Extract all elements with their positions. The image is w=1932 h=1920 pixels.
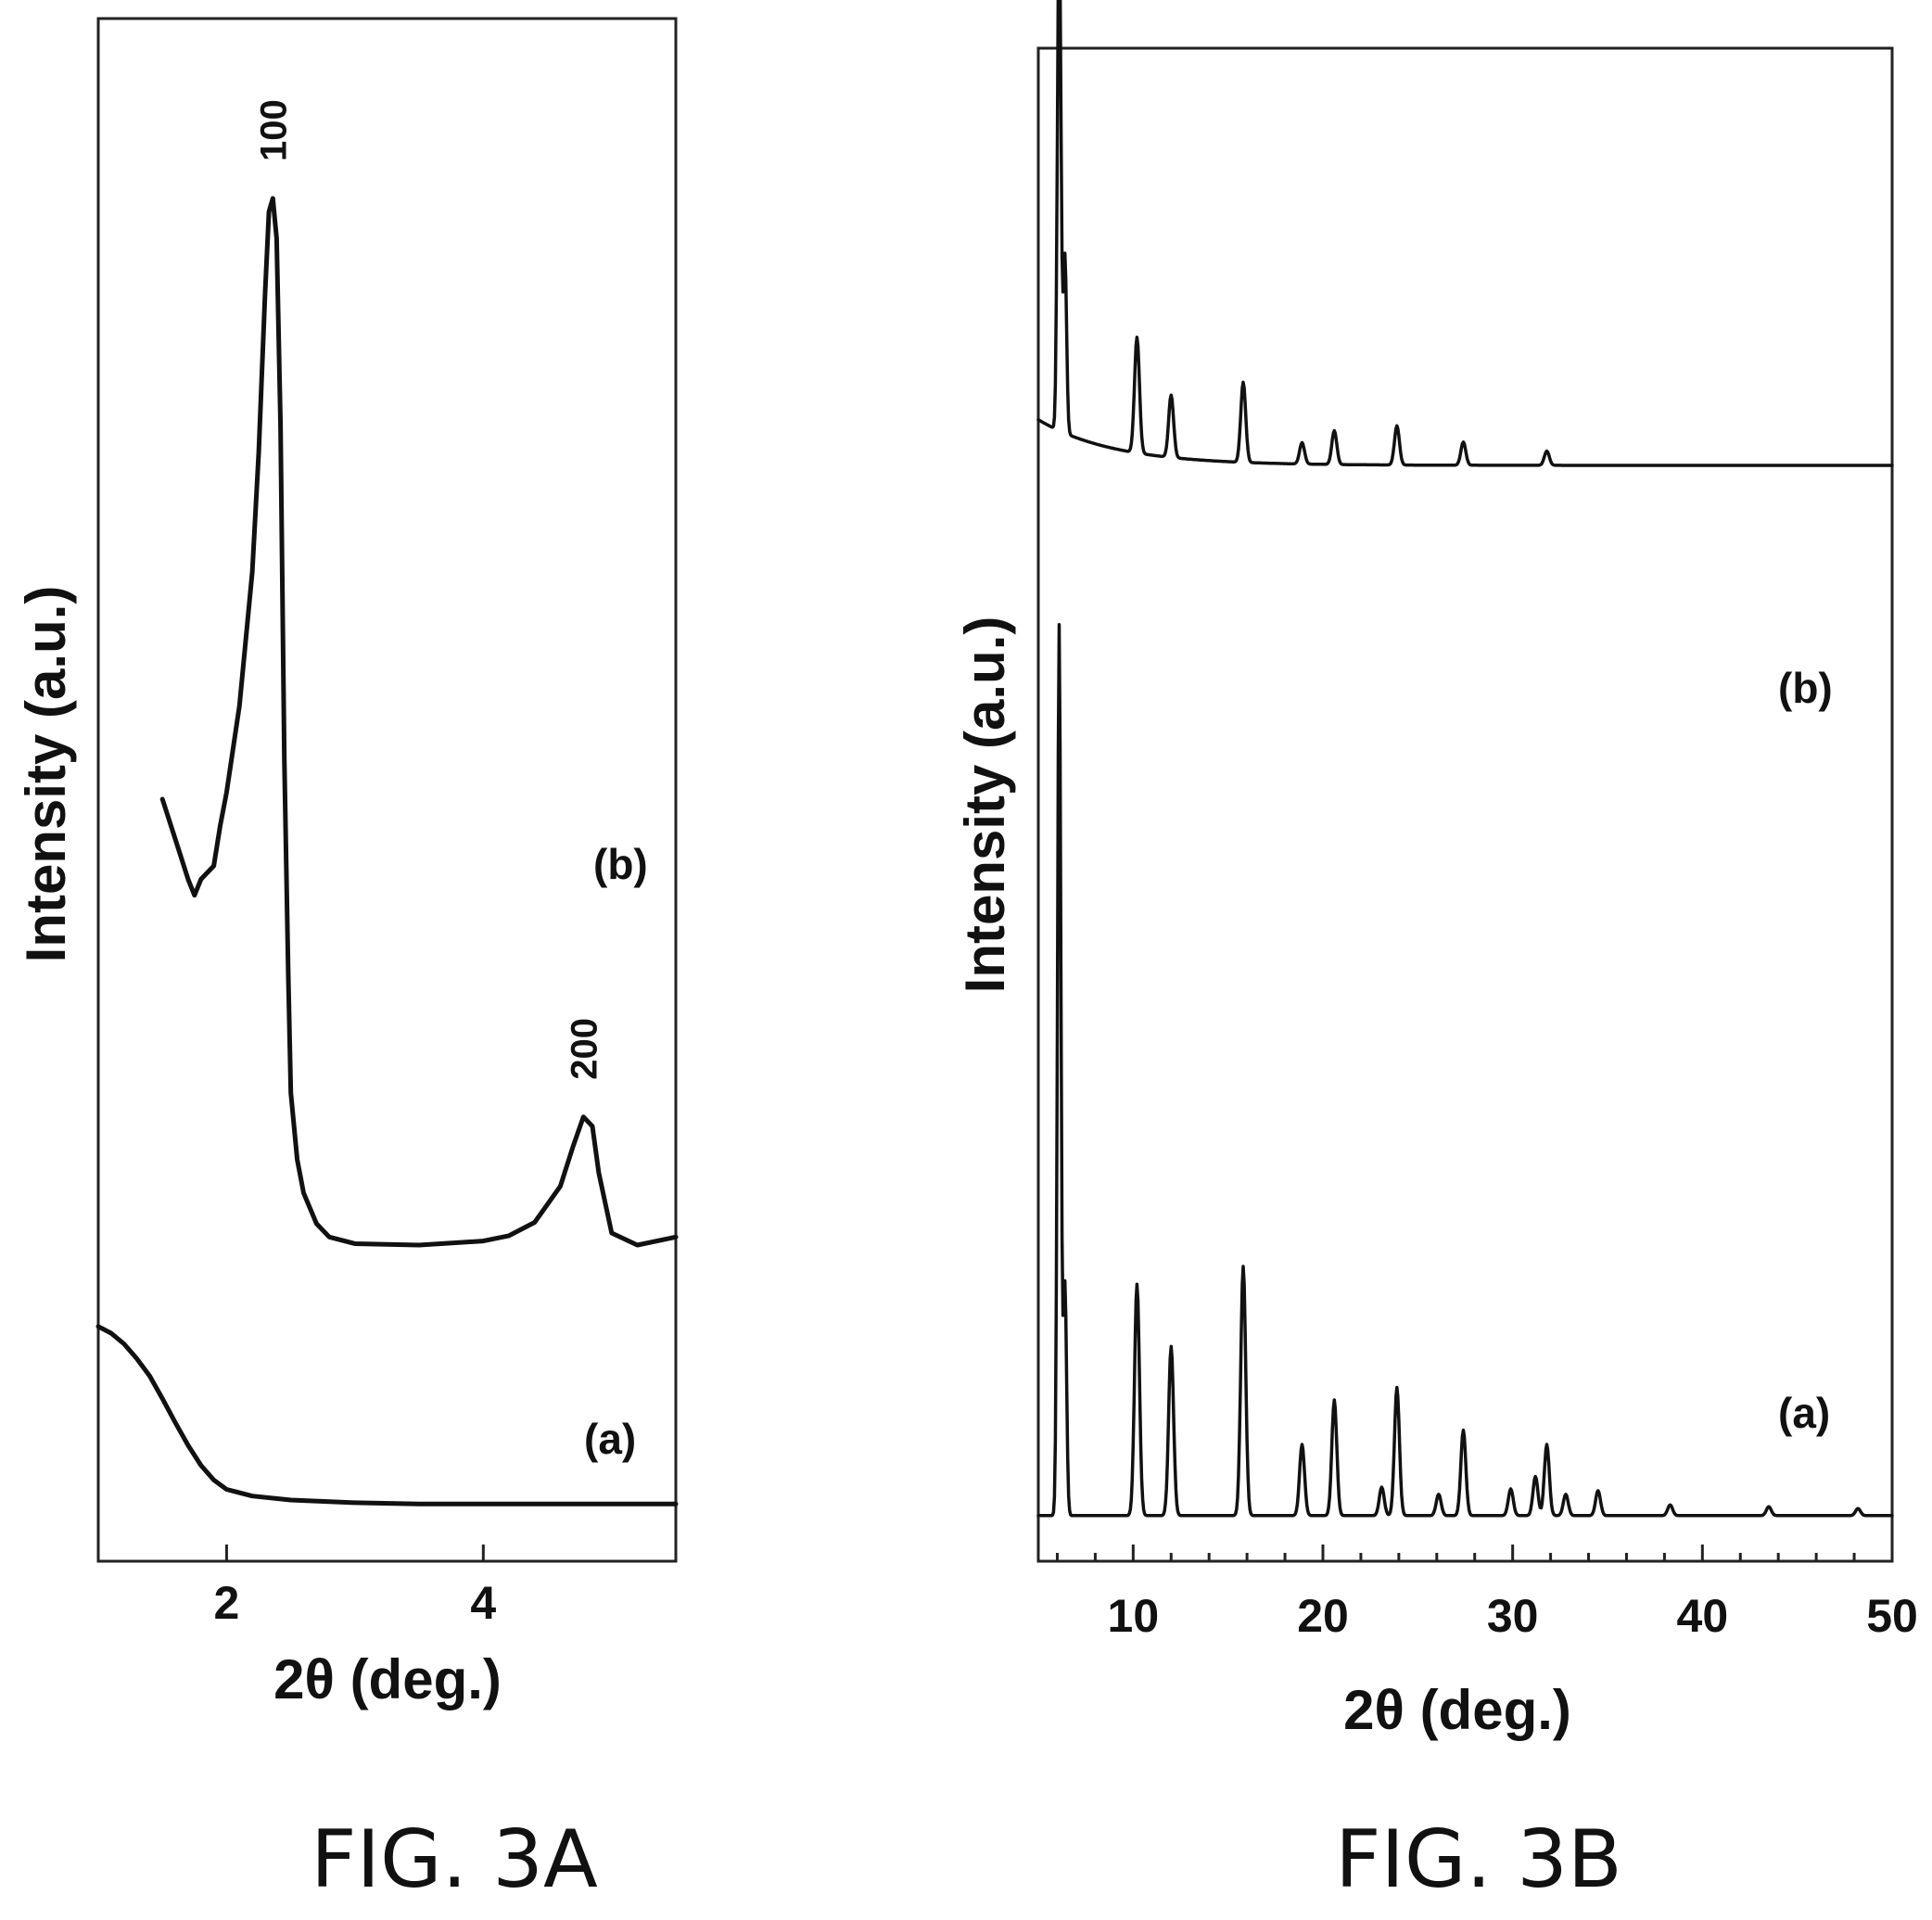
panel-a-caption: FIG. 3A (311, 1813, 598, 1906)
panel-b-plot-frame (1036, 46, 1894, 1563)
panel-a-x-tick-label: 2 (214, 1577, 240, 1629)
panel-b-series-label-b: (b) (1778, 664, 1833, 712)
panel-a-peak-labels: 100 200 (253, 99, 604, 1079)
panel-b-series-label-a: (a) (1778, 1389, 1830, 1437)
panel-b-x-tick-label: 40 (1677, 1590, 1729, 1642)
panel-b-series-b-line (1036, 0, 1894, 467)
panel-b-series-a-line (1036, 623, 1894, 1518)
panel-b-series-group (1036, 0, 1894, 1518)
panel-b-x-tick-label: 10 (1108, 1590, 1160, 1642)
panel-a-peak-label: 200 (564, 1018, 604, 1080)
panel-a-plot-frame (96, 17, 678, 1563)
panel-a-series-a-line (95, 1324, 679, 1507)
panel-a-y-axis-title: Intensity (a.u.) (15, 586, 77, 963)
panel-a-series-group (95, 196, 679, 1507)
panel-a-series-label-b: (b) (593, 840, 648, 888)
panel-a-peak-label: 100 (253, 99, 294, 161)
panel-b-x-tick-label: 50 (1866, 1590, 1918, 1642)
panel-b-x-tick-label: 20 (1297, 1590, 1349, 1642)
panel-a-series-label-a: (a) (584, 1415, 636, 1463)
panel-a-series-b-line (159, 196, 679, 1248)
panel-b-y-axis-title: Intensity (a.u.) (954, 617, 1016, 994)
panel-a-x-axis-title: 2θ (deg.) (273, 1648, 502, 1710)
panel-b-x-ticks: 10 20 30 40 50 (1055, 1545, 1918, 1642)
panel-b-chart: 10 20 30 40 50 2θ (deg.) Intensity (a.u.) (b… (954, 0, 1918, 1906)
panel-b-x-tick-label: 30 (1487, 1590, 1539, 1642)
panel-b-x-axis-title: 2θ (deg.) (1343, 1679, 1571, 1741)
panel-a-x-tick-label: 4 (470, 1577, 496, 1629)
panel-b-caption: FIG. 3B (1335, 1813, 1622, 1906)
